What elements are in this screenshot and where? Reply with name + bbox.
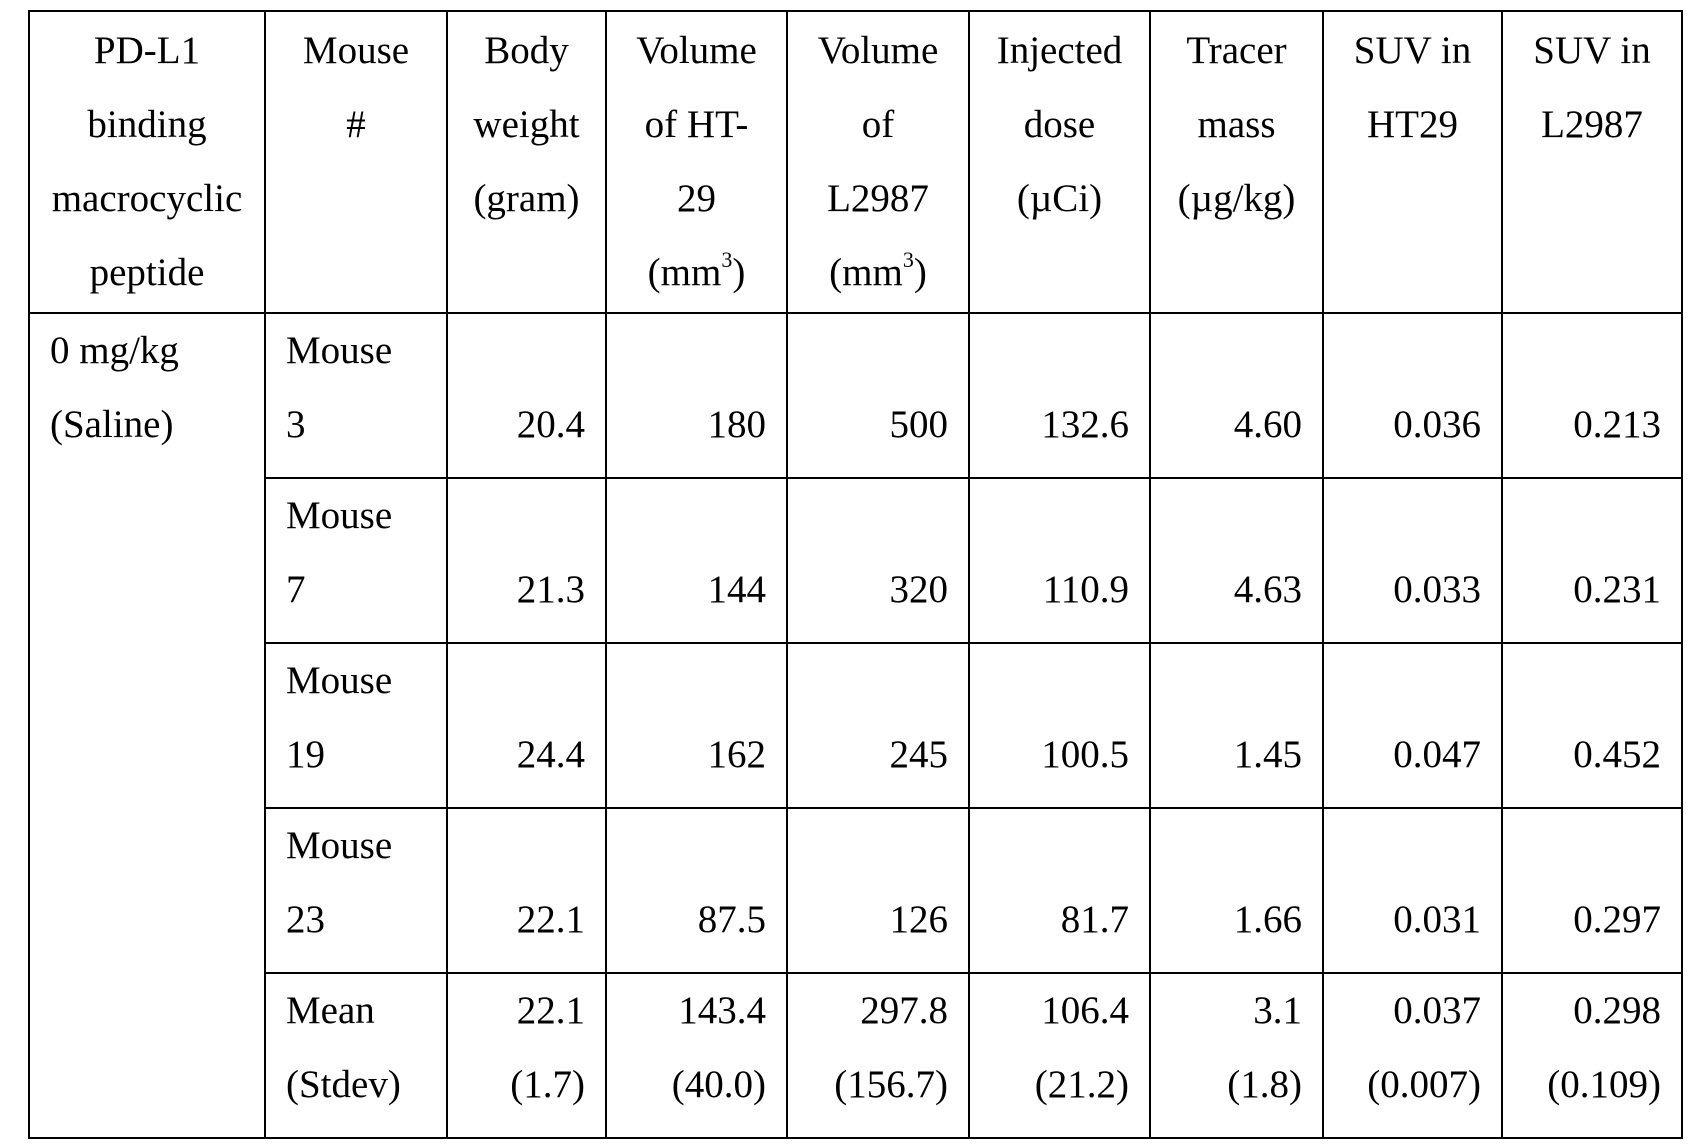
pet-suv-data-table: PD-L1 binding macrocyclic peptide Mouse … — [28, 10, 1683, 1139]
table-row: Mouse 7 21.3 144 320 110.9 4.63 0.033 0.2… — [29, 477, 1683, 644]
tracer-mass: 1.45 — [1233, 733, 1302, 776]
header-volume-ht29: Volume of HT- 29 (mm3) — [605, 10, 788, 314]
tracer-mass-summary: 3.1 (1.8) — [1149, 972, 1324, 1139]
volume-l2987: 500 — [889, 403, 949, 446]
header-tracer-mass: Tracer mass (µg/kg) — [1149, 10, 1324, 314]
header-injected-dose: Injected dose (µCi) — [968, 10, 1151, 314]
body-weight: 21.3 — [516, 568, 585, 611]
suv-l2987: 0.452 — [1573, 733, 1661, 776]
injected-dose: 81.7 — [1060, 898, 1129, 941]
suv-l2987: 0.297 — [1573, 898, 1661, 941]
summary-row: Mean (Stdev) 22.1 (1.7) 143.4 (40.0) 297.8(… — [29, 972, 1683, 1139]
mouse-id: Mouse 3 — [264, 312, 448, 479]
header-body-weight: Body weight (gram) — [446, 10, 607, 314]
header-mouse-number: Mouse # — [264, 10, 448, 314]
suv-ht29-summary: 0.037 (0.007) — [1322, 972, 1503, 1139]
header-suv-l2987: SUV in L2987 — [1501, 10, 1683, 314]
mouse-id: Mouse 19 — [264, 642, 448, 809]
suv-l2987: 0.231 — [1573, 568, 1661, 611]
volume-l2987: 126 — [889, 898, 949, 941]
mouse-id: Mouse 7 — [264, 477, 448, 644]
table-row: 0 mg/kg (Saline) Mouse 3 20.4 180 500 132… — [28, 312, 1683, 1139]
header-suv-ht29: SUV in HT29 — [1322, 10, 1503, 314]
header-volume-l2987: Volume of L2987 (mm3) — [786, 10, 970, 314]
header-peptide: PD-L1 binding macrocyclic peptide — [28, 10, 266, 314]
tracer-mass: 4.60 — [1233, 403, 1302, 446]
tracer-mass: 1.66 — [1233, 898, 1302, 941]
volume-ht29-summary: 143.4 (40.0) — [605, 972, 788, 1139]
table-row: Mouse 19 24.4 162 245 100.5 1.45 0.047 0.… — [29, 642, 1683, 809]
injected-dose: 132.6 — [1041, 403, 1129, 446]
body-weight: 22.1 — [516, 898, 585, 941]
group-label-saline: 0 mg/kg (Saline) — [28, 312, 266, 1139]
volume-l2987: 245 — [889, 733, 949, 776]
volume-ht29: 144 — [707, 568, 767, 611]
volume-ht29: 162 — [707, 733, 767, 776]
summary-label: Mean (Stdev) — [264, 972, 448, 1139]
suv-l2987-summary: 0.298 (0.109) — [1501, 972, 1683, 1139]
suv-ht29: 0.031 — [1393, 898, 1481, 941]
injected-dose-summary: 106.4 (21.2) — [968, 972, 1151, 1139]
body-weight: 20.4 — [516, 403, 585, 446]
suv-ht29: 0.036 — [1393, 403, 1481, 446]
suv-ht29: 0.047 — [1393, 733, 1481, 776]
tracer-mass: 4.63 — [1233, 568, 1302, 611]
injected-dose: 110.9 — [1042, 568, 1129, 611]
suv-l2987: 0.213 — [1573, 403, 1661, 446]
volume-l2987: 320 — [889, 568, 949, 611]
volume-ht29: 180 — [707, 403, 767, 446]
body-weight-summary: 22.1 (1.7) — [446, 972, 607, 1139]
table-row: Mouse 23 22.1 87.5 126 81.7 1.66 0.031 0.… — [29, 807, 1683, 974]
volume-l2987-summary: 297.8 (156.7) — [786, 972, 970, 1139]
mouse-id: Mouse 23 — [264, 807, 448, 974]
header-row: PD-L1 binding macrocyclic peptide Mouse … — [28, 10, 1683, 314]
injected-dose: 100.5 — [1041, 733, 1129, 776]
volume-ht29: 87.5 — [697, 898, 766, 941]
suv-ht29: 0.033 — [1393, 568, 1481, 611]
body-weight: 24.4 — [516, 733, 585, 776]
